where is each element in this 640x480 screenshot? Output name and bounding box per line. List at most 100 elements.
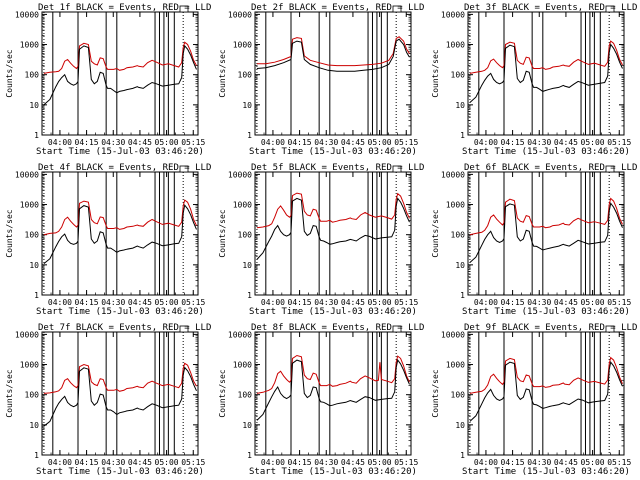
x-tick-label: 04:45 (554, 458, 578, 467)
y-tick-label: 10000 (228, 330, 252, 339)
y-tick-label: 1 (460, 291, 465, 300)
y-tick-label: 10000 (441, 10, 465, 19)
series-black-line (256, 197, 410, 260)
legend-box (179, 5, 189, 13)
series-red-line (43, 199, 197, 236)
series-black-line (469, 202, 623, 263)
y-tick-label: 100 (25, 391, 40, 400)
chart-panel-4: Det 4f BLACK = Events, RED = LLD 1 10 100 10… (5, 163, 211, 317)
x-tick-label: 05:00 (368, 458, 392, 467)
x-tick-label: 04:00 (261, 458, 285, 467)
y-tick-label: 1000 (446, 361, 465, 370)
legend-box (392, 165, 402, 173)
y-axis-label: Counts/sec (218, 209, 227, 257)
chart-title: Det 5f BLACK = Events, RED = LLD (251, 163, 424, 173)
x-tick-label: 04:30 (314, 298, 338, 307)
y-tick-label: 10000 (15, 10, 39, 19)
plot-frame (41, 331, 199, 456)
series-red-line (256, 192, 410, 229)
plot-data (469, 12, 623, 135)
x-axis-label: Start Time (15-Jul-03 03:46:20) (462, 467, 630, 477)
series-red-line (469, 40, 623, 74)
plot-data (256, 332, 410, 455)
x-tick-label: 05:00 (581, 298, 605, 307)
chart-title: Det 4f BLACK = Events, RED = LLD (38, 163, 211, 173)
chart-title: Det 1f BLACK = Events, RED = LLD (38, 3, 211, 13)
x-tick-label: 04:45 (341, 298, 365, 307)
legend-box (605, 325, 615, 333)
x-tick-label: 04:00 (48, 298, 72, 307)
x-tick-label: 04:00 (48, 458, 72, 467)
x-tick-label: 04:45 (128, 138, 152, 147)
x-tick-label: 04:30 (314, 138, 338, 147)
y-tick-label: 10000 (228, 170, 252, 179)
y-axis-label: Counts/sec (5, 209, 14, 257)
series-red-line (469, 356, 623, 394)
plot-frame (41, 171, 199, 296)
x-tick-label: 04:15 (75, 458, 99, 467)
x-tick-label: 04:45 (341, 458, 365, 467)
x-tick-label: 04:30 (101, 458, 125, 467)
y-tick-label: 1000 (446, 201, 465, 210)
x-tick-label: 05:00 (155, 138, 179, 147)
plot-data (256, 12, 410, 135)
y-tick-label: 10 (242, 261, 252, 270)
series-black-line (43, 44, 197, 106)
plot-frame (467, 331, 625, 456)
x-tick-label: 04:30 (101, 298, 125, 307)
y-tick-label: 10000 (15, 170, 39, 179)
x-tick-label: 05:00 (155, 458, 179, 467)
plot-frame (41, 11, 199, 136)
series-red-line (469, 197, 623, 236)
legend-box (179, 325, 189, 333)
y-tick-label: 10 (29, 101, 39, 110)
chart-panel-3: Det 3f BLACK = Events, RED = LLD 1 10 100 10… (431, 3, 637, 157)
y-tick-label: 1 (34, 451, 39, 460)
y-tick-label: 100 (451, 391, 466, 400)
x-tick-label: 04:30 (101, 138, 125, 147)
legend-box (179, 165, 189, 173)
y-axis-label: Counts/sec (431, 369, 440, 417)
plot-frame (467, 171, 625, 296)
x-axis-label: Start Time (15-Jul-03 03:46:20) (36, 147, 204, 157)
x-tick-label: 04:15 (288, 458, 312, 467)
y-tick-label: 100 (238, 391, 253, 400)
x-tick-label: 05:15 (607, 458, 631, 467)
y-tick-label: 10 (455, 421, 465, 430)
y-axis-label: Counts/sec (5, 369, 14, 417)
x-axis-label: Start Time (15-Jul-03 03:46:20) (249, 467, 417, 477)
chart-panel-1: Det 1f BLACK = Events, RED = LLD 1 10 100 10… (5, 3, 211, 157)
y-tick-label: 10 (455, 261, 465, 270)
legend-box (392, 5, 402, 13)
y-tick-label: 1 (460, 131, 465, 140)
y-tick-label: 10 (242, 421, 252, 430)
x-tick-label: 05:15 (394, 298, 418, 307)
plot-frame (254, 171, 412, 296)
series-black-line (43, 204, 197, 264)
series-black-line (469, 43, 623, 103)
y-axis-label: Counts/sec (5, 49, 14, 97)
y-tick-label: 10 (242, 101, 252, 110)
x-tick-label: 04:45 (128, 298, 152, 307)
x-tick-label: 05:15 (394, 458, 418, 467)
y-axis-label: Counts/sec (218, 369, 227, 417)
x-tick-label: 04:15 (501, 138, 525, 147)
y-tick-label: 10 (29, 421, 39, 430)
y-tick-label: 1 (247, 131, 252, 140)
x-tick-label: 04:00 (474, 138, 498, 147)
x-tick-label: 04:15 (288, 298, 312, 307)
x-tick-label: 04:45 (554, 298, 578, 307)
y-tick-label: 100 (451, 71, 466, 80)
plot-data (43, 332, 197, 455)
series-black-line (256, 358, 410, 421)
legend-box (392, 325, 402, 333)
x-tick-label: 04:15 (75, 298, 99, 307)
x-tick-label: 04:00 (261, 138, 285, 147)
x-tick-label: 05:00 (581, 138, 605, 147)
y-tick-label: 100 (451, 231, 466, 240)
x-tick-label: 05:00 (581, 458, 605, 467)
x-tick-label: 04:00 (474, 458, 498, 467)
x-tick-label: 05:15 (607, 138, 631, 147)
y-tick-label: 1000 (20, 201, 39, 210)
y-tick-label: 1000 (20, 41, 39, 50)
